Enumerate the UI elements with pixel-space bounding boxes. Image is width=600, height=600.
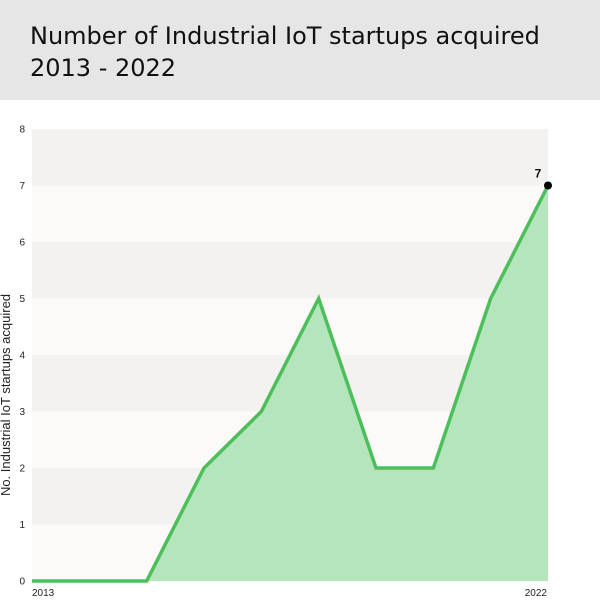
title-band [0, 0, 600, 100]
y-tick-label: 8 [19, 125, 25, 136]
grid-band [32, 129, 548, 186]
y-axis-label: No. Industrial IoT startups acquired [0, 294, 13, 496]
y-tick-label: 4 [19, 351, 25, 362]
y-tick-label: 2 [19, 464, 25, 475]
y-tick-label: 0 [19, 577, 25, 588]
y-tick-label: 5 [19, 294, 25, 305]
x-tick-label: 2013 [32, 588, 55, 599]
series-line [32, 184, 550, 583]
y-tick-label: 7 [19, 181, 25, 192]
x-tick-label: 2022 [525, 588, 548, 599]
x-axis-ticks: 2013 2022 [32, 588, 547, 599]
last-point-marker [544, 181, 552, 190]
chart-title-line-2: 2013 - 2022 [30, 54, 177, 82]
grid-band [32, 242, 548, 299]
series-area [32, 185, 548, 581]
y-tick-label: 6 [19, 238, 25, 249]
y-tick-label: 3 [19, 407, 25, 418]
y-tick-label: 1 [19, 520, 25, 531]
data-label-last: 7 [535, 167, 542, 181]
grid-band [32, 185, 548, 242]
chart-title-line-1: Number of Industrial IoT startups acquir… [30, 22, 540, 50]
y-axis-ticks: 0 1 2 3 4 5 6 7 8 [19, 125, 25, 588]
chart-title: Number of Industrial IoT startups acquir… [30, 20, 540, 84]
grid-band [32, 298, 548, 355]
